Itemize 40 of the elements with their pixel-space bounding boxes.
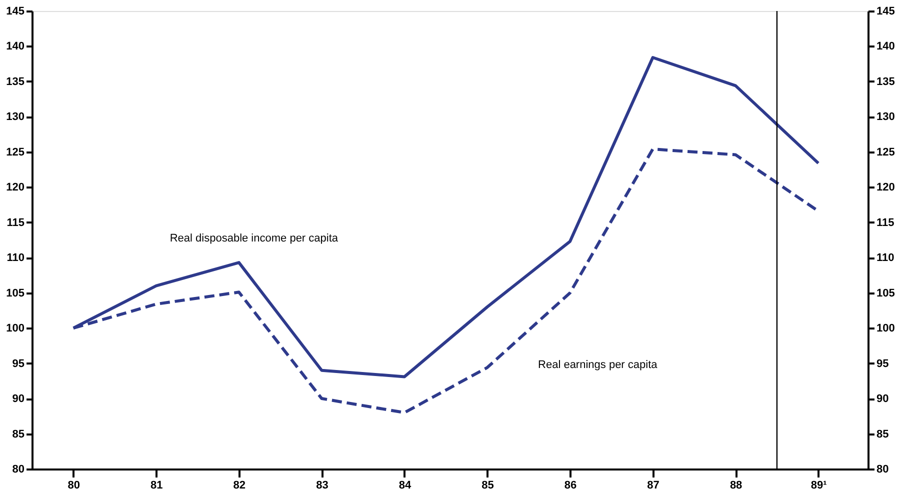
y2-tick-label: 135 — [876, 76, 895, 88]
y-tick-label: 140 — [6, 40, 24, 53]
text: Real disposable income per capita — [170, 232, 339, 245]
y-tick-label: 100 — [6, 322, 24, 335]
x-tick-label: 89¹ — [810, 480, 828, 492]
y2-tick-label: 125 — [876, 146, 895, 158]
y2-tick-label: 145 — [876, 6, 895, 18]
y2-tick-label: 80 — [876, 464, 889, 476]
x-tick-label: 86 — [564, 480, 577, 492]
y-tick-label: 130 — [6, 111, 24, 124]
y2-tick-label: 130 — [876, 111, 895, 124]
x-tick-label: 87 — [647, 480, 660, 492]
y-tick-label: 115 — [6, 216, 24, 229]
y2-tick-label: 140 — [876, 40, 895, 53]
y-tick-label: 105 — [6, 287, 24, 300]
text: Real earnings per capita — [538, 358, 658, 371]
y2-tick-label: 115 — [876, 216, 894, 229]
x-tick-label: 88 — [730, 480, 742, 492]
y-tick-label: 95 — [12, 358, 24, 370]
y-tick-label: 85 — [12, 428, 24, 440]
x-tick-label: 80 — [68, 480, 80, 492]
y-tick-label: 145 — [6, 6, 24, 18]
y-tick-label: 135 — [6, 76, 24, 88]
y2-tick-label: 85 — [876, 428, 889, 440]
y-tick-label: 125 — [6, 146, 24, 158]
y-tick-label: 80 — [12, 464, 24, 476]
y2-tick-label: 90 — [876, 393, 889, 406]
y2-tick-label: 100 — [876, 322, 895, 335]
x-tick-label: 84 — [398, 480, 412, 492]
x-tick-label: 83 — [316, 480, 328, 492]
y2-tick-label: 110 — [876, 252, 894, 264]
y-tick-label: 120 — [6, 182, 24, 194]
y2-tick-label: 105 — [876, 287, 895, 300]
x-tick-label: 82 — [233, 480, 246, 492]
x-tick-label: 85 — [482, 480, 494, 492]
y2-tick-label: 95 — [876, 358, 889, 370]
y-tick-label: 90 — [12, 393, 24, 406]
y-tick-label: 110 — [6, 252, 24, 264]
y2-tick-label: 120 — [876, 182, 895, 194]
x-tick-label: 81 — [150, 480, 163, 492]
